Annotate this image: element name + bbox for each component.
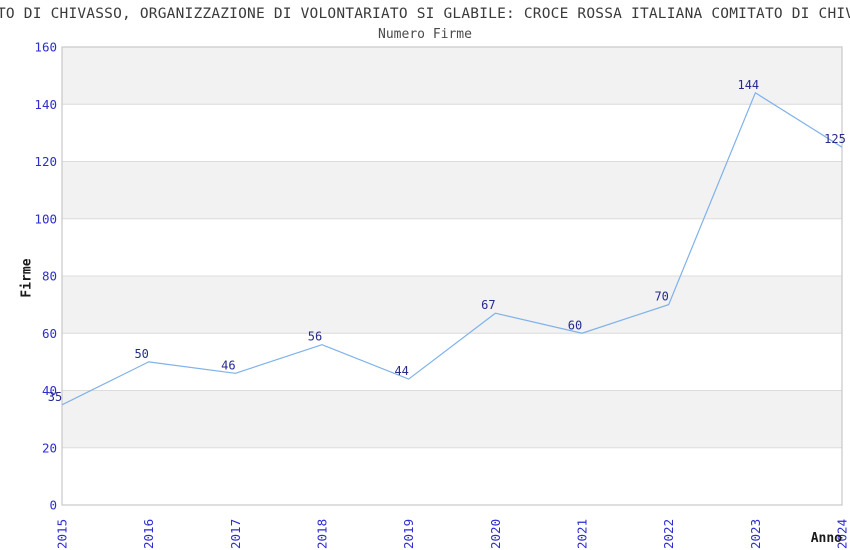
y-tick-label: 100	[34, 211, 57, 226]
page-title: TO DI CHIVASSO, ORGANIZZAZIONE DI VOLONT…	[0, 6, 850, 22]
y-tick-label: 60	[42, 326, 57, 341]
plot-band	[62, 161, 842, 219]
data-line	[61, 92, 843, 406]
x-tick-label: 2017	[228, 519, 243, 549]
x-tick-label: 2019	[401, 519, 416, 549]
data-label-2023: 144	[737, 78, 759, 92]
chart-subtitle: Numero Firme	[378, 27, 472, 42]
x-tick-label: 2018	[315, 519, 330, 549]
data-label-2021: 60	[568, 318, 582, 332]
y-tick-label: 20	[42, 440, 57, 455]
x-tick-label: 2015	[55, 519, 70, 549]
y-tick-label: 140	[34, 97, 57, 112]
data-label-2020: 67	[481, 298, 495, 312]
data-label-2019: 44	[394, 364, 408, 378]
plot-band	[62, 390, 842, 448]
x-tick-label: 2016	[141, 519, 156, 549]
data-label-2018: 56	[308, 330, 322, 344]
x-tick-label: 2023	[748, 519, 763, 549]
y-tick-label: 80	[42, 269, 57, 284]
plot-border	[61, 46, 843, 506]
y-axis-label: Firme	[19, 258, 35, 298]
x-tick-label: 2022	[661, 519, 676, 549]
x-tick-label: 2020	[488, 519, 503, 549]
data-label-2016: 50	[134, 347, 148, 361]
y-tick-label: 160	[34, 40, 57, 55]
data-label-2015: 35	[48, 390, 62, 404]
y-tick-label: 0	[49, 498, 57, 513]
x-axis-label: Anno	[810, 531, 842, 546]
y-tick-label: 40	[42, 383, 57, 398]
x-tick-label: 2021	[575, 519, 590, 549]
data-label-2022: 70	[654, 290, 668, 304]
data-label-2024: 125	[824, 132, 846, 146]
x-tick-label: 2024	[835, 519, 850, 549]
plot-band	[62, 47, 842, 105]
y-tick-label: 120	[34, 154, 57, 169]
plot-band	[62, 276, 842, 334]
data-label-2017: 46	[221, 358, 235, 372]
